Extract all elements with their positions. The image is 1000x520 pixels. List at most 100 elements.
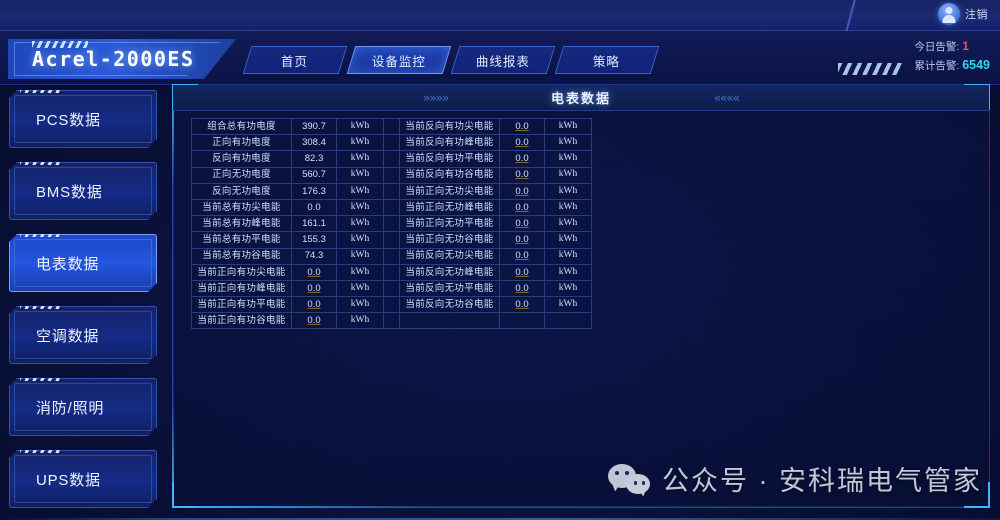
meter-value: 0.0 xyxy=(291,279,337,298)
meter-unit: kWh xyxy=(336,182,384,200)
meter-unit: kWh xyxy=(544,263,592,281)
meter-label: 当前总有功尖电能 xyxy=(191,198,292,217)
meter-label: 当前总有功谷电能 xyxy=(191,247,292,265)
wechat-dot xyxy=(615,470,619,475)
meter-table-body: 组合总有功电度 390.7 kWh 当前反向有功尖电能 0.0 kWh 正向有功… xyxy=(191,117,592,330)
meter-unit: kWh xyxy=(544,182,592,200)
app-logo: Acrel-2000ES xyxy=(8,39,236,79)
meter-label: 当前总有功平电能 xyxy=(191,231,292,249)
wechat-watermark: 公众号 · 安科瑞电气管家 xyxy=(608,459,982,498)
meter-label: 当前反向有功峰电能 xyxy=(399,134,500,152)
panel-title: 电表数据 xyxy=(550,91,611,106)
column-gap xyxy=(383,117,400,136)
meter-label: 反向有功电度 xyxy=(191,150,292,168)
meter-label: 当前正向无功谷电能 xyxy=(399,231,500,249)
sidebar-hatch-icon xyxy=(20,446,62,453)
meter-label: 当前正向无功峰电能 xyxy=(399,198,500,217)
topbar-diagonal-decoration xyxy=(822,0,882,31)
meter-label: 组合总有功电度 xyxy=(191,117,292,136)
sidebar-item-meter-label: 电表数据 xyxy=(36,255,100,273)
app-header: Acrel-2000ES 首页 设备监控 曲线报表 策略 今日告警: 1 累计 xyxy=(0,31,1000,85)
meter-unit: kWh xyxy=(336,279,384,298)
sidebar-item-ups-label: UPS数据 xyxy=(36,471,101,489)
sidebar-item-hvac[interactable]: 空调数据 xyxy=(9,306,157,364)
alarm-total-row[interactable]: 累计告警: 6549 xyxy=(914,56,990,75)
panel-left-edge-accent xyxy=(172,85,174,507)
sidebar-hatch-icon xyxy=(20,158,62,165)
alarm-summary: 今日告警: 1 累计告警: 6549 xyxy=(914,37,990,75)
meter-value: 0.0 xyxy=(499,279,545,298)
footer-accent-line xyxy=(0,518,1000,520)
column-gap xyxy=(383,182,400,200)
column-gap xyxy=(383,134,400,152)
sidebar-hatch-icon xyxy=(20,302,62,309)
meter-value: 82.3 xyxy=(291,150,337,168)
sidebar-item-bms-label: BMS数据 xyxy=(36,183,103,201)
sidebar-item-bms[interactable]: BMS数据 xyxy=(9,162,157,220)
column-gap xyxy=(383,166,400,184)
column-gap xyxy=(383,312,400,330)
chevron-left-decoration-icon: «««« xyxy=(713,90,740,105)
meter-label: 当前反向有功平电能 xyxy=(399,150,500,168)
tab-strategy-label: 策略 xyxy=(593,54,621,69)
meter-label: 当前反向有功尖电能 xyxy=(399,117,500,136)
sidebar-item-pcs[interactable]: PCS数据 xyxy=(9,90,157,148)
sidebar-item-meter[interactable]: 电表数据 xyxy=(9,234,157,292)
meter-unit: kWh xyxy=(544,166,592,184)
tab-strategy[interactable]: 策略 xyxy=(554,46,660,74)
column-gap xyxy=(383,263,400,281)
sidebar-item-fire-lighting-label: 消防/照明 xyxy=(36,399,105,417)
meter-label: 当前反向无功尖电能 xyxy=(399,247,500,265)
tab-curve-report-label: 曲线报表 xyxy=(475,54,530,69)
tab-device-monitor[interactable]: 设备监控 xyxy=(346,46,452,74)
meter-label: 当前正向有功峰电能 xyxy=(191,279,292,298)
table-row: 组合总有功电度 390.7 kWh 当前反向有功尖电能 0.0 kWh xyxy=(191,117,592,136)
meter-value: 0.0 xyxy=(499,231,545,249)
alarm-today-row[interactable]: 今日告警: 1 xyxy=(914,37,990,56)
column-gap xyxy=(383,247,400,265)
tab-home[interactable]: 首页 xyxy=(242,46,348,74)
table-row: 当前正向有功尖电能 0.0 kWh 当前反向无功峰电能 0.0 kWh xyxy=(191,263,592,281)
meter-label: 当前总有功峰电能 xyxy=(191,215,292,233)
meter-label: 当前反向有功谷电能 xyxy=(399,166,500,184)
meter-label: 当前正向无功尖电能 xyxy=(399,182,500,200)
meter-value: 155.3 xyxy=(291,231,337,249)
sidebar-hatch-icon xyxy=(20,86,62,93)
meter-unit: kWh xyxy=(544,134,592,152)
meter-unit: kWh xyxy=(336,231,384,249)
meter-unit: kWh xyxy=(544,279,592,298)
meter-value: 0.0 xyxy=(499,150,545,168)
sidebar-item-ups[interactable]: UPS数据 xyxy=(9,450,157,508)
meter-unit: kWh xyxy=(336,150,384,168)
meter-value: 0.0 xyxy=(499,247,545,265)
panel-corner-bottom-left xyxy=(172,482,198,508)
table-row: 正向有功电度 308.4 kWh 当前反向有功峰电能 0.0 kWh xyxy=(191,134,592,152)
meter-unit: kWh xyxy=(544,247,592,265)
table-row: 反向有功电度 82.3 kWh 当前反向有功平电能 0.0 kWh xyxy=(191,150,592,168)
user-account-area[interactable]: 注销 xyxy=(938,3,988,25)
sidebar-item-fire-lighting[interactable]: 消防/照明 xyxy=(9,378,157,436)
meter-unit: kWh xyxy=(336,166,384,184)
alarm-today-label: 今日告警: xyxy=(914,41,960,53)
table-row: 当前总有功平电能 155.3 kWh 当前正向无功谷电能 0.0 kWh xyxy=(191,231,592,249)
table-row: 反向无功电度 176.3 kWh 当前正向无功尖电能 0.0 kWh xyxy=(191,182,592,200)
meter-unit: kWh xyxy=(336,263,384,281)
table-row: 正向无功电度 560.7 kWh 当前反向有功谷电能 0.0 kWh xyxy=(191,166,592,184)
panel-title-bar: »»»» 电表数据 «««« xyxy=(173,85,989,111)
meter-value: 0.0 xyxy=(291,296,337,314)
meter-value: 161.1 xyxy=(291,215,337,233)
column-gap xyxy=(383,150,400,168)
meter-label: 当前反向无功谷电能 xyxy=(399,296,500,314)
logout-button[interactable]: 注销 xyxy=(965,9,988,21)
meter-value: 0.0 xyxy=(499,166,545,184)
sidebar-item-hvac-label: 空调数据 xyxy=(36,327,100,345)
table-row: 当前正向有功谷电能 0.0 kWh xyxy=(191,312,592,330)
meter-value: 0.0 xyxy=(291,312,337,330)
meter-label: 当前反向无功峰电能 xyxy=(399,263,500,281)
meter-label: 当前反向无功平电能 xyxy=(399,279,500,298)
meter-unit: kWh xyxy=(544,198,592,217)
tab-curve-report[interactable]: 曲线报表 xyxy=(450,46,556,74)
meter-value: 0.0 xyxy=(499,182,545,200)
column-gap xyxy=(383,279,400,298)
